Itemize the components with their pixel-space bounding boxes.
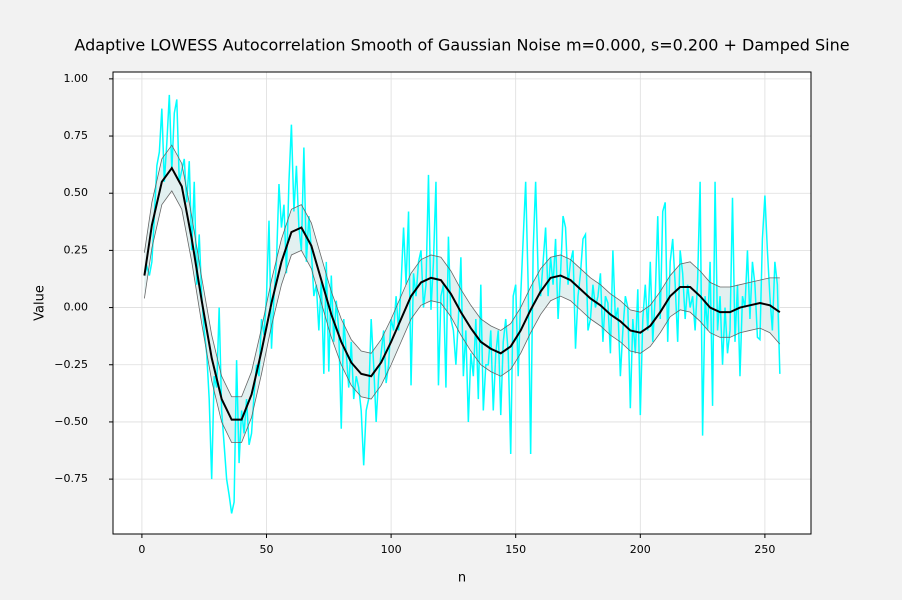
y-tick-label: −0.50 <box>54 415 88 428</box>
y-tick-label: 0.50 <box>64 186 89 199</box>
y-tick-label: 0.75 <box>64 129 89 142</box>
lower-band-line <box>144 190 781 443</box>
chart-title: Adaptive LOWESS Autocorrelation Smooth o… <box>74 36 849 55</box>
y-axis-label: Value <box>33 285 48 321</box>
noisy-line <box>143 94 781 514</box>
y-tick-label: −0.25 <box>54 358 88 371</box>
y-tick-label: 1.00 <box>64 72 89 85</box>
x-tick-label: 0 <box>138 543 145 556</box>
x-axis-label: n <box>458 571 466 586</box>
smooth-line <box>143 166 781 421</box>
x-tick-label: 150 <box>505 543 526 556</box>
y-tick-label: −0.75 <box>54 472 88 485</box>
x-tick-label: 100 <box>381 543 402 556</box>
x-tick-label: 250 <box>754 543 775 556</box>
upper-band-line <box>144 144 780 398</box>
y-tick-label: 0.00 <box>64 301 89 314</box>
x-tick-label: 50 <box>260 543 274 556</box>
x-tick-label: 200 <box>630 543 651 556</box>
y-tick-label: 0.25 <box>64 243 89 256</box>
plot-frame <box>112 71 812 535</box>
